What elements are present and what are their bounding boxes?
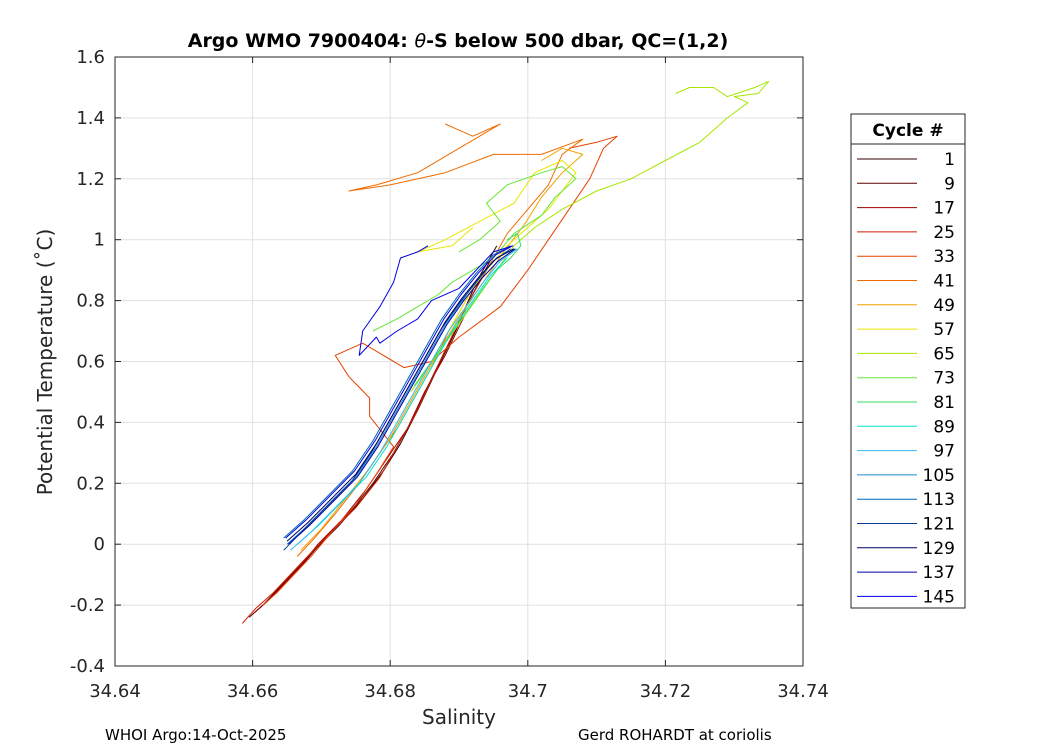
legend-label: 137 [923,563,955,583]
footer-source: WHOI Argo:14-Oct-2025 [105,726,287,744]
series-line-cycle-89 [296,257,508,545]
title-theta: θ [414,30,426,52]
legend-box [850,113,966,609]
y-tick-label: 0 [94,534,105,555]
series-line-cycle-145 [285,245,514,539]
legend-label: 33 [933,247,955,267]
legend-label: 65 [933,344,955,364]
tick-labels: 34.64 34.66 34.68 34.7 34.72 34.74 -0.4 -0.2 0 0.… [70,47,829,702]
y-tick-label: -0.4 [70,656,105,677]
x-tick-label: 34.68 [364,681,416,702]
series-line-cycle-33 [262,135,618,606]
legend-label: 17 [933,199,955,219]
y-tick-label: 1 [94,230,105,251]
series-line-cycle-81 [413,233,522,387]
legend-items: 1 9 17 25 33 41 49 57 65 73 81 89 97 105 113 121 129 137 1… [857,150,955,607]
x-tick-label: 34.66 [227,681,279,702]
legend-label: 73 [933,369,955,389]
series-line-cycle-97 [290,248,518,551]
legend-label: 113 [923,490,955,510]
y-tick-label: 0.6 [76,352,105,373]
legend-label: 81 [933,393,955,413]
legend-label: 89 [933,417,955,437]
y-axis-label: Potential Temperature (˚C) [33,229,57,496]
title-suffix: -S below 500 dbar, QC=(1,2) [426,30,728,52]
chart-title: Argo WMO 7900404: θ-S below 500 dbar, QC… [188,30,729,52]
legend-label: 121 [923,515,955,535]
title-prefix: Argo WMO 7900404: [188,30,415,52]
series-line-cycle-73 [372,166,577,332]
series-line-cycle-129 [286,248,515,542]
y-tick-label: 1.2 [76,169,105,190]
x-tick-label: 34.74 [777,681,829,702]
series-line-cycle-65 [410,80,770,393]
y-tick-label: -0.2 [70,595,105,616]
y-tick-label: 1.4 [76,108,105,129]
legend-label: 97 [933,442,955,462]
legend: Cycle # 1 9 17 25 33 41 49 57 65 73 81 89 97 105 113 12… [850,113,966,609]
x-axis-label: Salinity [422,705,496,729]
footer-author: Gerd ROHARDT at coriolis [578,726,772,744]
legend-label: 49 [933,296,955,316]
series-line-cycle-121 [283,248,511,551]
legend-label: 41 [933,272,955,292]
legend-label: 9 [944,174,955,194]
legend-label: 1 [944,150,955,170]
legend-label: 105 [923,466,955,486]
y-tick-label: 1.6 [76,47,105,68]
legend-label: 145 [923,587,955,607]
series-line-cycle-41 [296,123,584,557]
legend-label: 57 [933,320,955,340]
legend-label: 25 [933,223,955,243]
y-tick-label: 0.4 [76,412,105,433]
legend-label: 129 [923,539,955,559]
series-line-cycle-25 [241,263,491,624]
series-line-cycle-17 [252,312,467,615]
x-tick-label: 34.7 [508,681,548,702]
y-tick-label: 0.8 [76,291,105,312]
legend-title: Cycle # [872,121,943,141]
x-tick-label: 34.64 [89,681,141,702]
x-tick-label: 34.72 [640,681,692,702]
series-line-cycle-113 [283,245,511,539]
y-tick-label: 0.2 [76,473,105,494]
series-lines [241,80,770,624]
series-line-cycle-137 [288,248,516,545]
